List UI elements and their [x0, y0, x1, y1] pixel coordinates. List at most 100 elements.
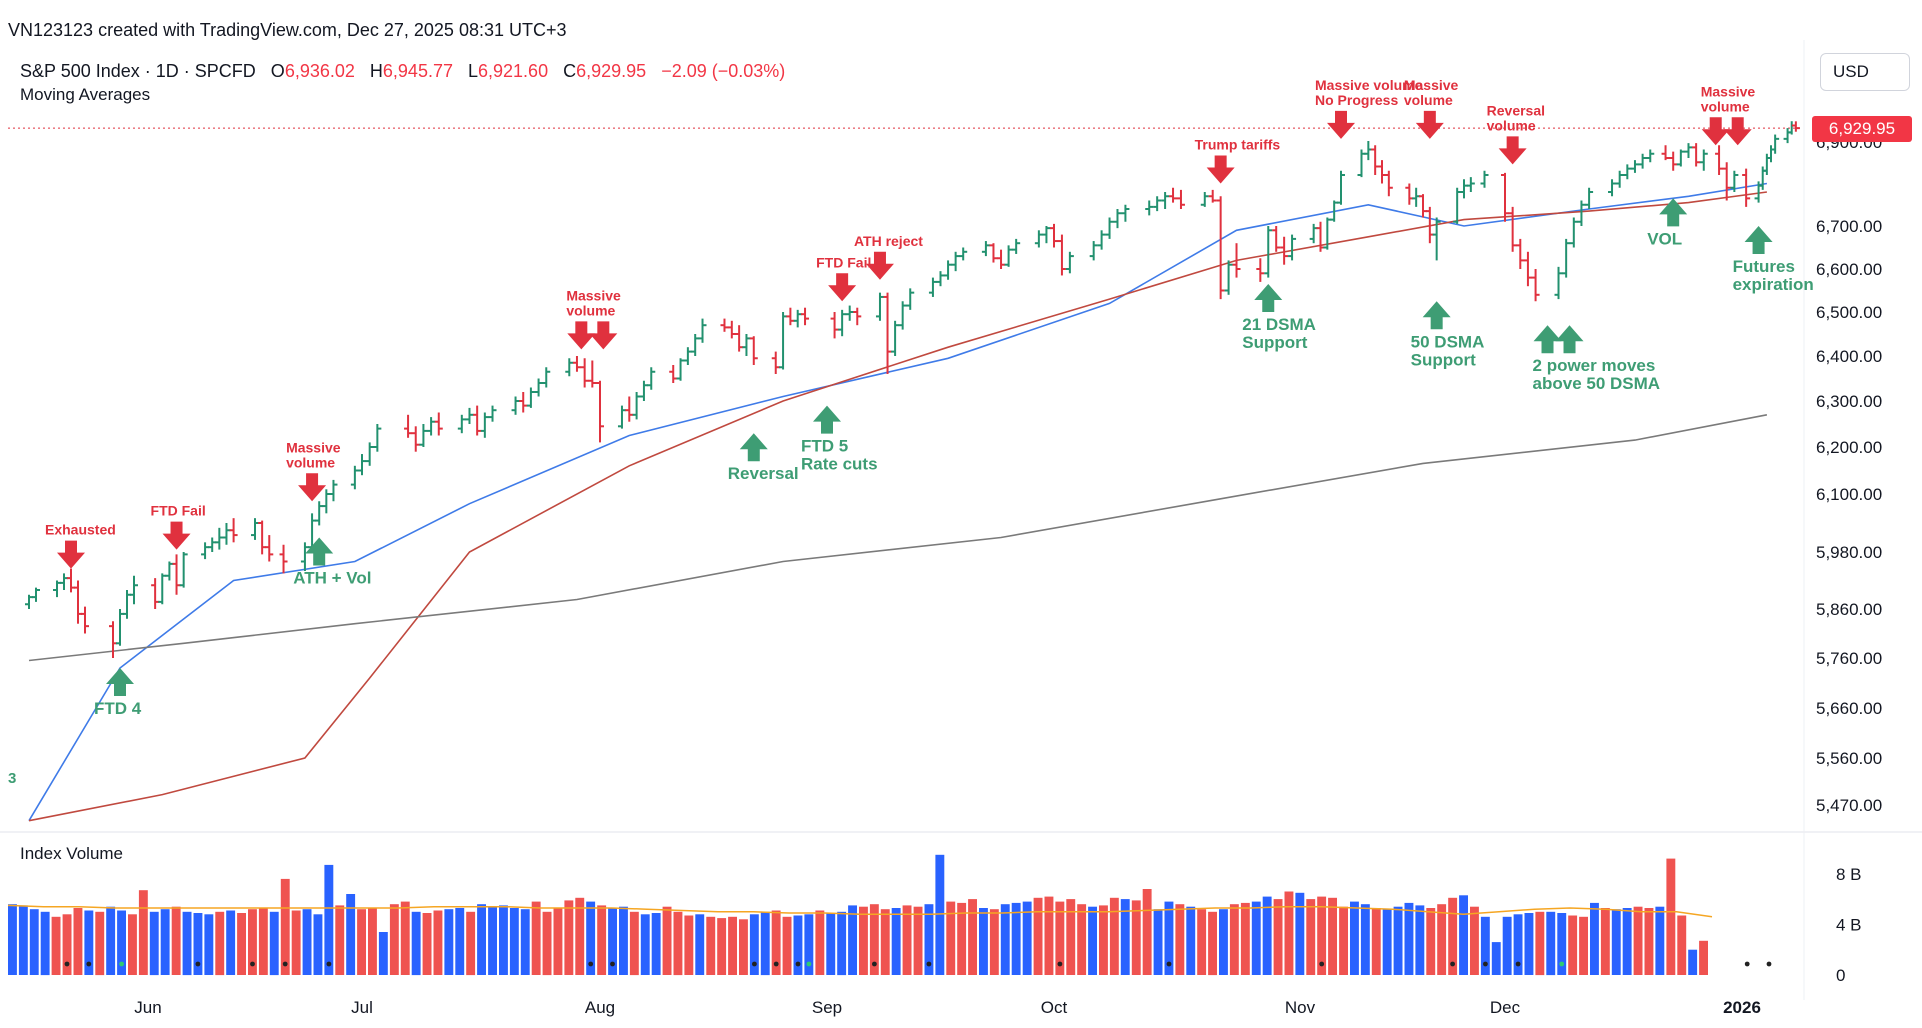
candle	[427, 417, 436, 436]
candle	[1771, 134, 1780, 154]
volume-bar	[346, 894, 356, 975]
candle	[1453, 187, 1462, 224]
volume-bar	[106, 906, 116, 975]
candle	[1432, 217, 1441, 261]
volume-bar	[1295, 892, 1305, 975]
candle	[1661, 145, 1670, 161]
candle	[53, 580, 61, 598]
annotation-label: FTD 4	[94, 699, 142, 718]
symbol-title[interactable]: S&P 500 Index · 1D · SPCFD	[20, 61, 256, 81]
volume-bar	[1677, 915, 1687, 975]
arrow-down-icon	[1701, 117, 1730, 146]
annotation-label: Reversal	[1487, 102, 1545, 118]
price-tick-label: 6,400.00	[1816, 347, 1882, 366]
candle	[1638, 153, 1647, 169]
volume-bar	[128, 914, 137, 975]
price-tick-label: 5,760.00	[1816, 649, 1882, 668]
candle	[1676, 149, 1685, 167]
volume-bar	[739, 919, 748, 975]
candle	[625, 396, 634, 422]
volume-marker-dot	[806, 961, 812, 967]
candle	[1699, 149, 1708, 171]
volume-bar	[378, 932, 388, 975]
volume-bar	[433, 910, 443, 975]
volume-bar	[1491, 942, 1501, 975]
volume-bar	[1175, 904, 1185, 975]
volume-bar	[1306, 899, 1316, 975]
volume-bar	[1262, 896, 1272, 975]
annotation: FTD 4	[94, 668, 142, 718]
date-tick-label: Dec	[1490, 998, 1521, 1017]
volume-marker-dot	[872, 961, 877, 967]
volume-bar	[1371, 908, 1381, 975]
candle	[1169, 187, 1178, 203]
candle	[793, 309, 802, 328]
arrow-down-icon	[1723, 117, 1752, 146]
candle	[74, 580, 82, 624]
volume-pane-title[interactable]: Index Volume	[20, 844, 124, 863]
volume-bar	[1197, 909, 1207, 975]
candle	[358, 454, 366, 476]
indicator-title[interactable]: Moving Averages	[20, 85, 151, 104]
candle	[1767, 145, 1775, 163]
volume-bar	[1273, 899, 1283, 975]
volume-bar	[520, 909, 530, 975]
candle	[845, 305, 854, 321]
volume-bar	[477, 904, 486, 975]
annotation-label: Massive	[1701, 83, 1756, 99]
low-value: 6,921.60	[478, 61, 549, 81]
candle	[572, 356, 581, 372]
arrow-down-icon	[828, 273, 857, 302]
volume-marker-dot	[86, 961, 92, 967]
volume-bar	[160, 909, 170, 975]
candle	[208, 537, 217, 552]
candle	[411, 426, 420, 452]
volume-bar	[979, 908, 988, 975]
volume-bar	[869, 904, 879, 975]
candle	[1012, 238, 1021, 254]
volume-bar	[444, 909, 454, 975]
date-tick-label: Nov	[1285, 998, 1316, 1017]
annotation-label: Exhausted	[45, 522, 116, 538]
volume-bar	[553, 908, 563, 975]
volume-bar	[302, 909, 312, 975]
candle	[300, 542, 309, 571]
volume-marker-dot	[119, 961, 124, 967]
volume-bar	[968, 899, 977, 975]
volume-bar	[291, 910, 301, 975]
volume-bar	[1229, 904, 1239, 975]
volume-marker-dot	[1166, 961, 1172, 967]
candle	[373, 424, 382, 452]
volume-bar	[51, 916, 61, 975]
candle	[883, 292, 892, 374]
volume-bar	[1426, 908, 1436, 975]
annotation-label: above 50 DSMA	[1533, 374, 1661, 393]
volume-bar	[804, 914, 814, 975]
volume-bar	[1459, 895, 1468, 975]
candle	[838, 309, 847, 337]
annotation-label: volume	[1487, 117, 1536, 133]
volume-bar	[597, 905, 607, 975]
volume-bar	[706, 916, 716, 975]
candle	[215, 527, 224, 550]
candle	[465, 407, 474, 424]
volume-bar	[1568, 915, 1578, 975]
candle	[519, 392, 528, 413]
candle	[1371, 145, 1380, 175]
annotation-label: Support	[1411, 350, 1476, 369]
volume-bar	[466, 911, 476, 976]
volume-bar	[8, 904, 17, 975]
candle	[251, 518, 259, 540]
candle	[691, 334, 700, 356]
volume-bar	[237, 913, 246, 975]
currency-button[interactable]: USD	[1820, 53, 1910, 91]
candle	[588, 360, 597, 388]
date-tick-label: Aug	[585, 998, 615, 1017]
annotation-label: Futures	[1733, 257, 1795, 276]
volume-bar	[1644, 908, 1654, 975]
candle	[179, 552, 188, 588]
